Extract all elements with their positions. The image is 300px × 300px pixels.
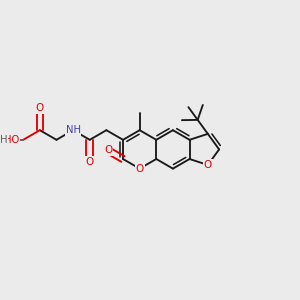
Text: O: O xyxy=(104,146,112,155)
Text: O: O xyxy=(204,160,212,170)
Text: O: O xyxy=(36,103,44,113)
Text: NH: NH xyxy=(66,125,81,135)
Text: HO: HO xyxy=(4,135,20,145)
Text: O: O xyxy=(136,164,144,174)
Text: H: H xyxy=(0,135,8,145)
Text: O: O xyxy=(85,157,94,167)
